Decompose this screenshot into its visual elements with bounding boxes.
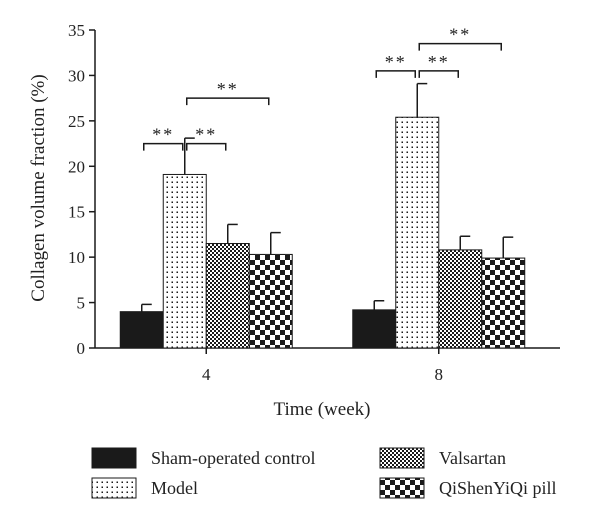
y-tick-label: 30 bbox=[68, 66, 85, 85]
y-tick-label: 15 bbox=[68, 203, 85, 222]
bar-checker bbox=[481, 257, 526, 349]
significance-label: ** bbox=[428, 52, 450, 72]
y-tick-label: 10 bbox=[68, 248, 85, 267]
bar-group bbox=[119, 82, 526, 349]
error-bar bbox=[270, 231, 281, 255]
significance-bracket: ** bbox=[186, 79, 270, 106]
x-axis-title: Time (week) bbox=[274, 399, 371, 420]
error-bar bbox=[227, 223, 238, 244]
y-tick-label: 0 bbox=[77, 339, 86, 358]
y-axis-title: Collagen volume fraction (%) bbox=[28, 74, 49, 301]
significance-bracket: ** bbox=[186, 125, 227, 151]
significance-label: ** bbox=[195, 125, 217, 145]
legend-swatch bbox=[91, 447, 137, 469]
legend-swatch bbox=[379, 477, 425, 499]
error-bar bbox=[459, 235, 471, 250]
bar-checker bbox=[248, 253, 293, 349]
legend-item: Model bbox=[91, 477, 198, 499]
legend-label: QiShenYiQi pill bbox=[439, 478, 557, 498]
bar-fine-checker bbox=[438, 249, 483, 349]
legend-item: QiShenYiQi pill bbox=[379, 477, 557, 499]
bar-solid bbox=[119, 311, 164, 349]
legend-item: Sham-operated control bbox=[91, 447, 315, 469]
legend-label: Valsartan bbox=[439, 448, 506, 468]
error-bar bbox=[416, 82, 428, 118]
error-bar bbox=[373, 300, 385, 310]
bar-dots bbox=[162, 173, 207, 349]
legend: Sham-operated control Model Valsartan QiShe… bbox=[91, 447, 557, 499]
significance-bracket: ** bbox=[375, 52, 416, 78]
y-tick-label: 35 bbox=[68, 21, 85, 40]
x-tick-label: 4 bbox=[202, 365, 211, 384]
significance-label: ** bbox=[385, 52, 407, 72]
legend-swatch bbox=[91, 477, 137, 499]
significance-label: ** bbox=[152, 125, 174, 145]
y-tick-label: 20 bbox=[68, 157, 85, 176]
significance-bracket: ** bbox=[418, 25, 502, 51]
significance-brackets: ** ** ** ** ** ** bbox=[143, 25, 502, 151]
error-bar bbox=[141, 303, 152, 312]
legend-item: Valsartan bbox=[379, 447, 506, 469]
bar-solid bbox=[352, 309, 397, 349]
significance-label: ** bbox=[449, 25, 471, 45]
legend-swatch bbox=[379, 447, 425, 469]
error-bar bbox=[502, 236, 514, 259]
legend-label: Model bbox=[151, 478, 198, 498]
y-axis: 0 5 10 15 20 25 30 35 bbox=[68, 21, 96, 358]
bar-dots bbox=[395, 116, 440, 349]
bar-fine-checker bbox=[205, 243, 250, 349]
error-bar bbox=[184, 137, 195, 175]
legend-label: Sham-operated control bbox=[151, 448, 315, 468]
y-tick-label: 5 bbox=[77, 294, 86, 313]
y-tick-label: 25 bbox=[68, 112, 85, 131]
significance-label: ** bbox=[217, 79, 239, 99]
x-tick-label: 8 bbox=[435, 365, 444, 384]
significance-bracket: ** bbox=[143, 125, 184, 151]
significance-bracket: ** bbox=[418, 52, 459, 78]
